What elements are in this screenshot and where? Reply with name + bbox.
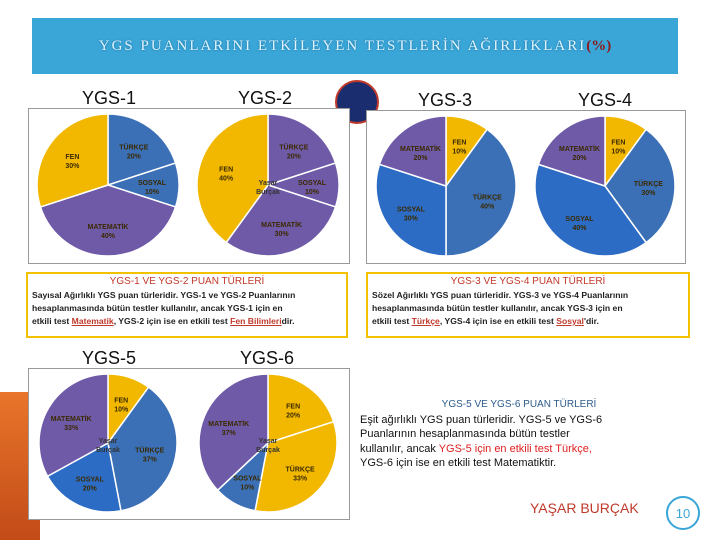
pie-ygs5: FEN 10% TÜRKÇE 37% SOSYAL 20% MATEMATİK 33%Yaşa… [38, 373, 178, 513]
pie-slice [267, 113, 337, 187]
pie-slice [107, 386, 178, 512]
pie-slice-label: MATEMATİK 37% [208, 420, 249, 437]
pie-slice-label: FEN 30% [65, 154, 80, 170]
panel34-title: YGS-3 VE YGS-4 PUAN TÜRLERİ [450, 276, 606, 287]
watermark-label: Yaşar Burçak [256, 438, 280, 454]
title-bar: YGS PUANLARINI ETKİLEYEN TESTLERİN AĞIRL… [32, 18, 678, 74]
page-title: YGS PUANLARINI ETKİLEYEN TESTLERİN AĞIRL… [98, 37, 587, 54]
pie-slice [225, 184, 337, 257]
panel34-l3c: , YGS-4 için ise en etkili test [439, 316, 557, 326]
pie-slice [107, 113, 177, 187]
label-ygs6: YGS-6 [240, 348, 295, 368]
panel34-l3d: Sosyal [556, 316, 584, 326]
pie-slice-label: MATEMATİK 20% [559, 145, 600, 162]
label-ygs1: YGS-1 [82, 88, 137, 108]
pie-slice [39, 184, 177, 257]
panel-ygs34: YGS-3 VE YGS-4 PUAN TÜRLERİ Sözel Ağırlı… [366, 272, 690, 338]
pie-slice [445, 128, 517, 257]
label-ygs3: YGS-3 [418, 90, 473, 110]
pie-slice [38, 373, 109, 478]
pie-slice-label: SOSYAL 20% [76, 477, 105, 493]
pie-ygs1: TÜRKÇE 20% SOSYAL 10% MATEMATİK 40% FEN 30% [36, 113, 180, 257]
panel12-l3d: Fen Bilimleri [230, 316, 282, 326]
pie-slice-label: TÜRKÇE 40% [473, 192, 502, 210]
panel12-title: YGS-1 VE YGS-2 PUAN TÜRLERİ [109, 276, 265, 287]
panel12-line1: Sayısal Ağırlıklı YGS puan türleridir. Y… [32, 290, 296, 300]
pie-slice-label: SOSYAL 10% [138, 180, 167, 196]
pie-slice [46, 441, 122, 513]
panel34-l3b: Türkçe [411, 316, 440, 326]
pie-slice-label: SOSYAL 10% [298, 180, 327, 196]
pie-slice-label: FEN 40% [219, 166, 234, 182]
watermark-label: Yaşar Burçak [96, 438, 120, 454]
panel56-line4: YGS-6 için ise en etkili test Matematikt… [360, 457, 557, 469]
label-ygs4: YGS-4 [578, 90, 633, 110]
pie-slice-label: MATEMATİK 33% [51, 415, 92, 432]
pie-slice-label: TÜRKÇE 30% [634, 179, 663, 197]
pie-slice-label: MATEMATİK 40% [88, 223, 129, 240]
pie-slice [254, 420, 338, 513]
pie-slice [378, 115, 447, 188]
panel-ygs12: YGS-1 VE YGS-2 PUAN TÜRLERİ Sayısal Ağır… [26, 272, 348, 338]
pie-slice-label: TÜRKÇE 20% [279, 142, 308, 160]
pie-slice [36, 113, 109, 208]
watermark-label: Yaşar Burçak [256, 180, 280, 196]
panel56-line1: Eşit ağırlıklı YGS puan türleridir. YGS-… [360, 413, 603, 426]
panel12-l3e: dir. [281, 316, 295, 326]
page-title-pct: (%) [586, 37, 612, 54]
pie-ygs6: FEN 20% TÜRKÇE 33% SOSYAL 10% MATEMATİK 37% Yaşa… [198, 373, 338, 513]
panel56-line3: kullanılır, ancak YGS-5 için en etkili t… [360, 442, 678, 457]
pie-slice-label: SOSYAL 30% [397, 207, 426, 223]
pie-slice-label: FEN 10% [114, 397, 129, 413]
pie-ygs2: TÜRKÇE 20% SOSYAL 10% MATEMATİK 30% FEN 40% Yaşa… [196, 113, 340, 257]
panel12-l3b: Matematik [71, 316, 114, 326]
panel12-l3c: , YGS-2 için ise en etkili test [113, 316, 231, 326]
panel34-line3: etkili test Türkçe, YGS-4 için ise en et… [372, 315, 684, 328]
panel12-line2: hesaplanmasında bütün testler kullanılır… [32, 303, 283, 313]
panel56-title: YGS-5 VE YGS-6 PUAN TÜRLERİ [441, 399, 597, 410]
pie-slice [196, 113, 269, 244]
panel12-l3a: etkili test [32, 316, 72, 326]
pie-slice-label: SOSYAL 40% [565, 216, 594, 232]
panel34-body: Sözel Ağırlıklı YGS puan türleridir. YGS… [368, 287, 688, 330]
pie-slice [375, 163, 447, 257]
pie-slice-label: SOSYAL 10% [233, 475, 262, 491]
panel34-line1: Sözel Ağırlıklı YGS puan türleridir. YGS… [372, 290, 629, 300]
pie-slice [534, 163, 648, 257]
page-number: 10 [666, 496, 700, 530]
pie-slice-label: FEN 10% [611, 140, 626, 156]
pie-ygs4: FEN 10% TÜRKÇE 30% SOSYAL 40% MATEMATİK 20% [534, 115, 676, 257]
panel56-l3b: YGS-5 için en etkili test Türkçe, [438, 442, 592, 455]
panel34-l3a: etkili test [372, 316, 412, 326]
label-ygs5: YGS-5 [82, 348, 137, 368]
panel56-line2: Puanlarının hesaplanmasında bütün testle… [360, 428, 570, 440]
pie-ygs3: FEN 10% TÜRKÇE 40% SOSYAL 30% MATEMATİK 20% [375, 115, 517, 257]
panel12-body: Sayısal Ağırlıklı YGS puan türleridir. Y… [28, 287, 346, 330]
pie-slice [198, 373, 269, 492]
pie-slice-label: MATEMATİK 20% [400, 145, 441, 162]
pie-slice [604, 128, 676, 244]
pie-slice-label: FEN 10% [452, 140, 467, 156]
pie-slice-label: TÜRKÇE 33% [286, 464, 315, 482]
author-name: YAŞAR BURÇAK [530, 500, 639, 516]
pie-slice [267, 373, 335, 445]
pie-slice-label: TÜRKÇE 20% [119, 142, 148, 160]
panel34-line2: hesaplanmasında bütün testler kullanılır… [372, 303, 623, 313]
panel34-l3e: 'dir. [583, 316, 599, 326]
panel-ygs56: YGS-5 VE YGS-6 PUAN TÜRLERİ Eşit ağırlık… [360, 398, 678, 471]
pie-slice [537, 115, 606, 188]
panel12-line3: etkili test Matematik, YGS-2 için ise en… [32, 315, 342, 328]
pie-slice-label: FEN 20% [286, 403, 301, 419]
pie-slice-label: TÜRKÇE 37% [135, 445, 164, 463]
pie-slice-label: MATEMATİK 30% [261, 221, 302, 238]
label-ygs2: YGS-2 [238, 88, 293, 108]
panel56-l3a: kullanılır, ancak [360, 442, 439, 455]
